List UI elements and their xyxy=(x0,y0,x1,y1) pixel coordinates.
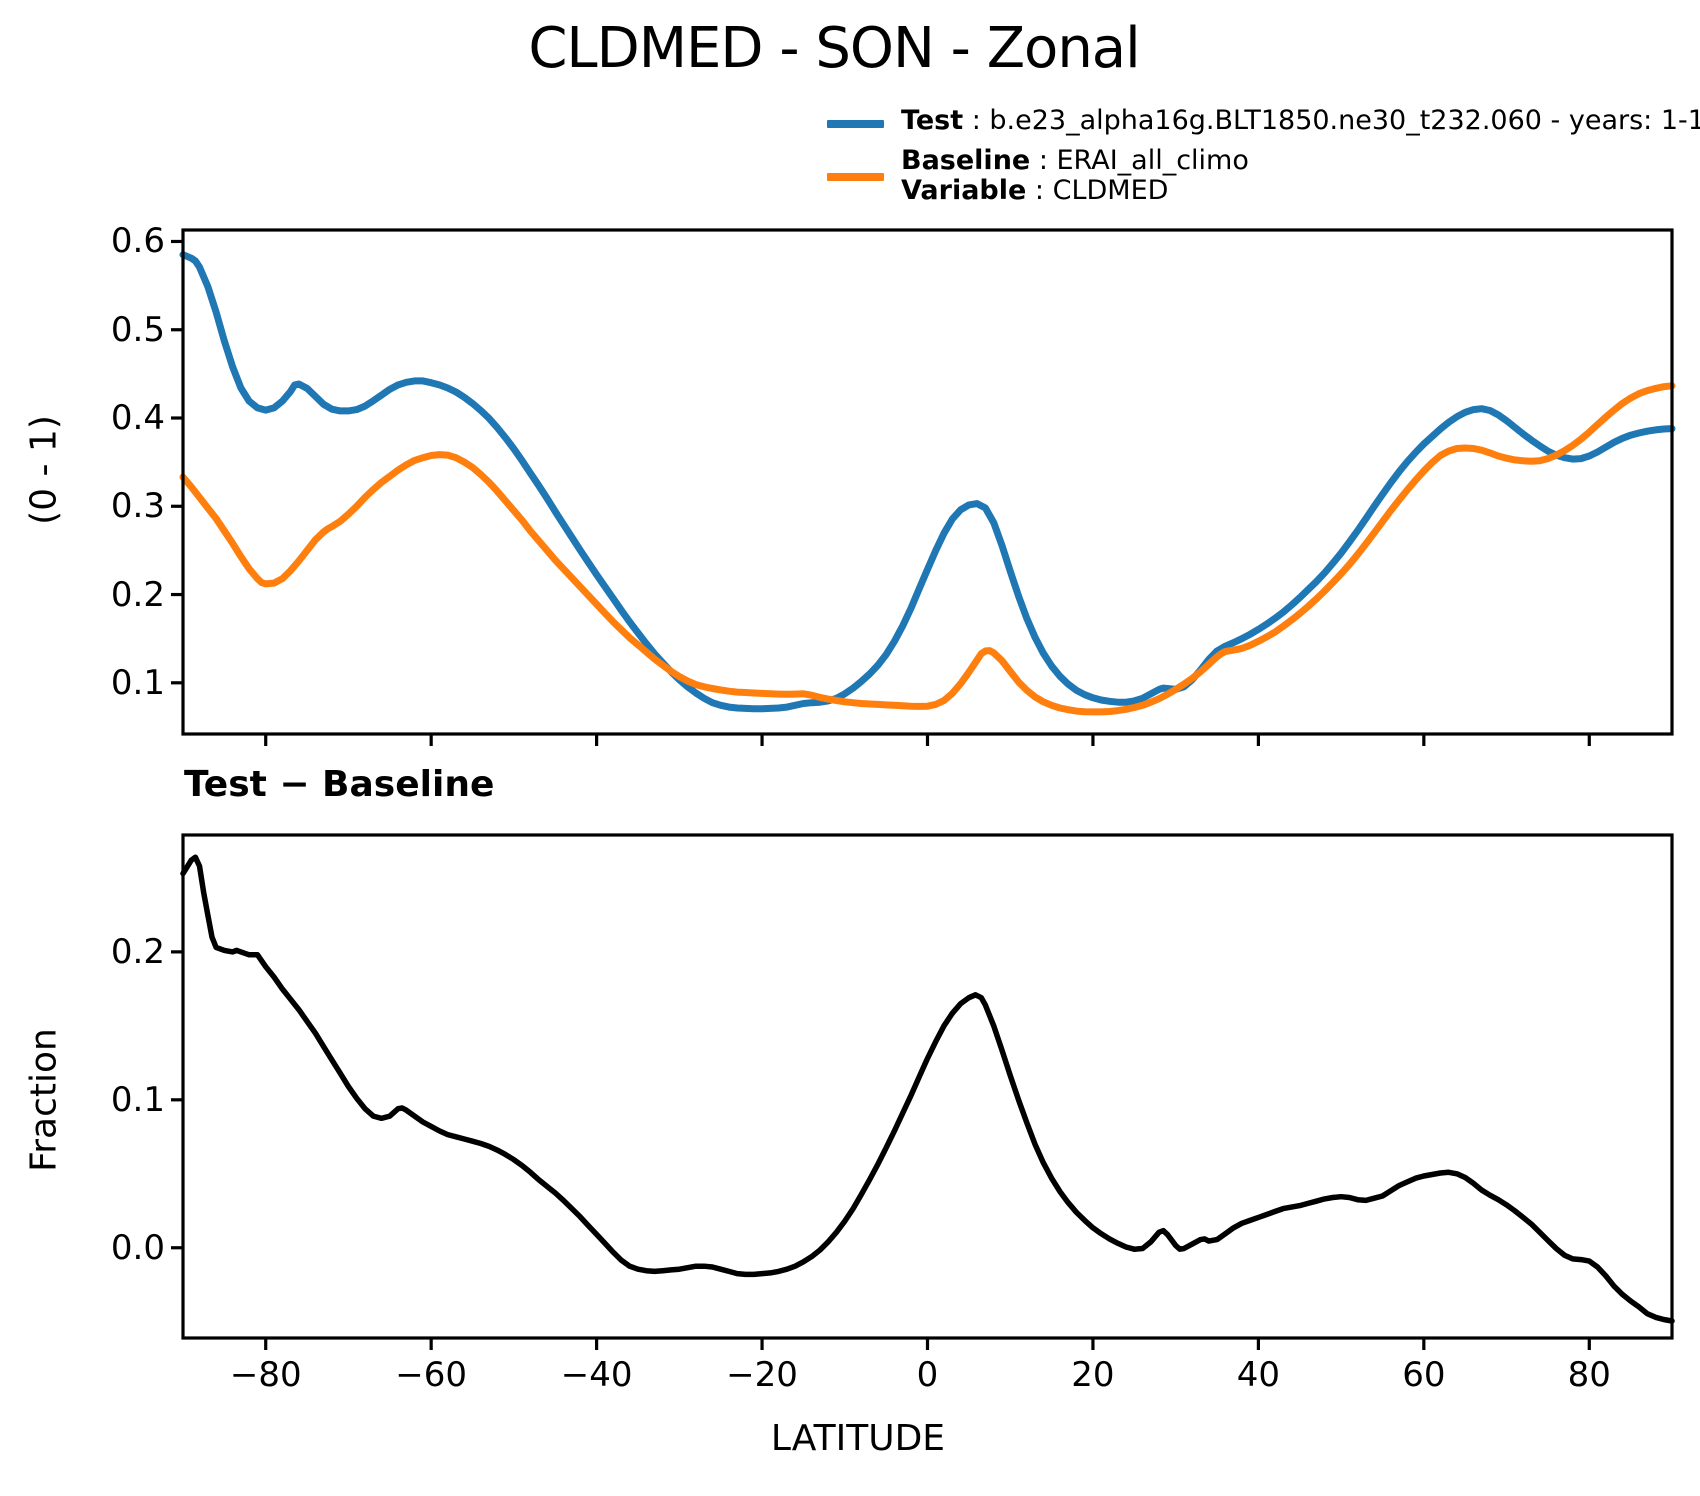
legend-test-value: : b.e23_alpha16g.BLT1850.ne30_t232.060 -… xyxy=(963,105,1700,136)
y-tick-label: 0.1 xyxy=(110,662,165,703)
x-tick-label: 0 xyxy=(916,1355,939,1395)
legend-item-variable: Variable : CLDMED xyxy=(901,174,1168,208)
x-tick-label: 20 xyxy=(1071,1355,1115,1395)
legend-item-test: Test : b.e23_alpha16g.BLT1850.ne30_t232.… xyxy=(901,104,1700,138)
x-tick-label: 40 xyxy=(1236,1355,1280,1395)
legend-item-baseline: Baseline : ERAI_all_climo xyxy=(901,144,1249,178)
legend-test-label: Test xyxy=(901,105,964,136)
y-tick-label: 0.2 xyxy=(110,574,165,615)
y-tick-label: 0.0 xyxy=(110,1227,165,1268)
legend-variable-value: : CLDMED xyxy=(1026,175,1169,206)
x-tick-label: 80 xyxy=(1567,1355,1611,1395)
page-title: CLDMED - SON - Zonal xyxy=(528,16,1140,81)
y-tick-label: 0.1 xyxy=(110,1079,165,1120)
top-chart xyxy=(171,228,1676,746)
y-tick-label: 0.4 xyxy=(110,398,165,438)
legend-baseline-label: Baseline xyxy=(901,145,1031,176)
series-test xyxy=(179,251,1676,713)
bottom-chart xyxy=(171,833,1675,1350)
bottom-panel-title: Test − Baseline xyxy=(184,764,495,805)
legend-baseline-value: : ERAI_all_climo xyxy=(1030,145,1249,176)
x-tick-label: 60 xyxy=(1402,1355,1446,1395)
y-tick-label: 0.3 xyxy=(110,486,165,527)
x-tick-label: −40 xyxy=(560,1355,633,1395)
test-line-swatch xyxy=(827,120,884,128)
series-test-minus-baseline xyxy=(180,854,1675,1324)
x-tick-label: −20 xyxy=(726,1355,798,1395)
x-axis-label: LATITUDE xyxy=(770,1418,946,1459)
y-tick-label: 0.6 xyxy=(110,221,165,262)
x-tick-label: −80 xyxy=(229,1355,302,1395)
series-baseline xyxy=(179,382,1676,716)
y-tick-label: 0.5 xyxy=(110,309,165,350)
y-tick-label: 0.2 xyxy=(110,931,165,972)
x-tick-label: −60 xyxy=(395,1355,468,1395)
legend-variable-label: Variable xyxy=(901,175,1027,206)
baseline-line-swatch xyxy=(827,173,884,181)
axes-spines xyxy=(181,833,1674,1340)
axes-spines xyxy=(181,228,1674,736)
